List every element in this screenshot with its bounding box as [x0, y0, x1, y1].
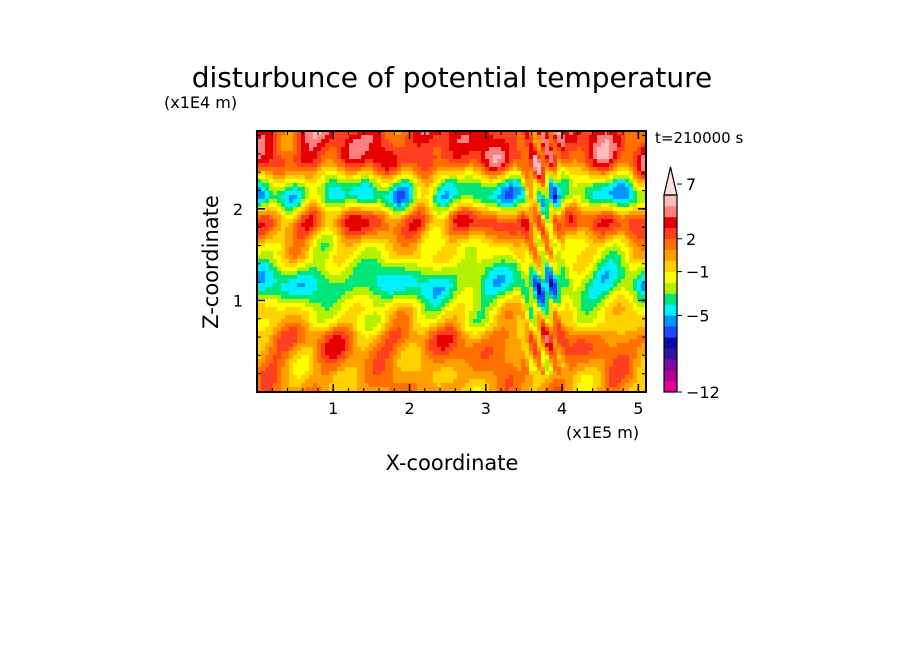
- y-tick-label: 1: [233, 291, 243, 310]
- colorbar-band: [664, 326, 677, 338]
- x-axis-label: X-coordinate: [386, 451, 519, 475]
- colorbar-label: 7: [686, 175, 696, 194]
- colorbar-band: [664, 282, 677, 294]
- x-tick-label: 2: [404, 399, 414, 418]
- colorbar-band: [664, 238, 677, 251]
- colorbar-band: [664, 195, 677, 207]
- colorbar: [663, 166, 678, 393]
- colorbar-band: [664, 370, 677, 382]
- colorbar-band: [664, 337, 677, 349]
- colorbar-label: −1: [686, 263, 710, 282]
- colorbar-label: −5: [686, 306, 710, 325]
- colorbar-extend-arrow: [663, 166, 678, 196]
- plot-frame: [256, 130, 647, 393]
- colorbar-label: −12: [686, 383, 720, 402]
- x-unit-label: (x1E5 m): [566, 423, 639, 442]
- heatmap-field: [257, 131, 646, 392]
- colorbar-band: [664, 249, 677, 261]
- colorbar-frame: [663, 194, 678, 393]
- colorbar-band: [664, 359, 677, 371]
- colorbar-label: 2: [686, 230, 696, 249]
- colorbar-band: [664, 315, 677, 327]
- x-tick-label: 3: [481, 399, 491, 418]
- colorbar-band: [664, 293, 677, 305]
- colorbar-band: [664, 348, 677, 360]
- x-tick-label: 5: [633, 399, 643, 418]
- colorbar-band: [664, 205, 677, 218]
- colorbar-band: [664, 381, 677, 393]
- y-axis-ticks: 12: [233, 135, 646, 375]
- colorbar-band: [664, 304, 677, 316]
- colorbar-band: [664, 227, 677, 240]
- colorbar-band: [664, 260, 677, 272]
- y-axis-label: Z-coordinate: [199, 195, 223, 329]
- y-tick-label: 2: [233, 200, 243, 219]
- x-axis-ticks: 1 2 3 4 5: [271, 131, 643, 418]
- time-label: t=210000 s: [655, 129, 743, 147]
- x-tick-label: 4: [557, 399, 567, 418]
- chart-title: disturbunce of potential temperature: [192, 61, 713, 94]
- colorbar-band: [664, 216, 677, 229]
- y-unit-label: (x1E4 m): [164, 93, 237, 112]
- colorbar-band: [664, 271, 677, 283]
- x-tick-label: 1: [328, 399, 338, 418]
- colorbar-labels: 7 2 −1 −5 −12: [677, 175, 720, 402]
